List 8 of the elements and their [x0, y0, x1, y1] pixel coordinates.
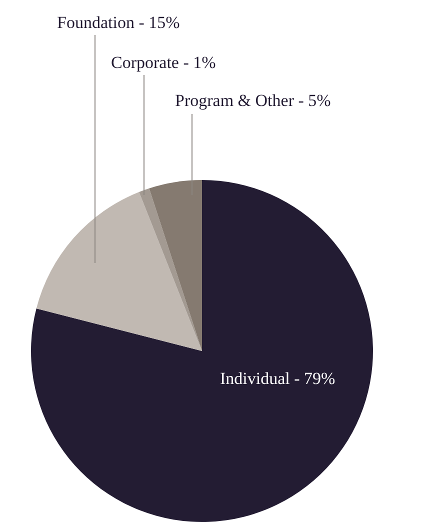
slice-label: Foundation - 15%: [57, 13, 180, 32]
pie-slice: [149, 180, 202, 351]
slice-label: Corporate - 1%: [111, 53, 216, 72]
slice-label: Program & Other - 5%: [175, 91, 331, 110]
pie-slice: [139, 188, 202, 351]
pie-slice: [31, 180, 373, 522]
pie-slice: [36, 192, 202, 351]
slice-label: Individual - 79%: [220, 369, 336, 388]
